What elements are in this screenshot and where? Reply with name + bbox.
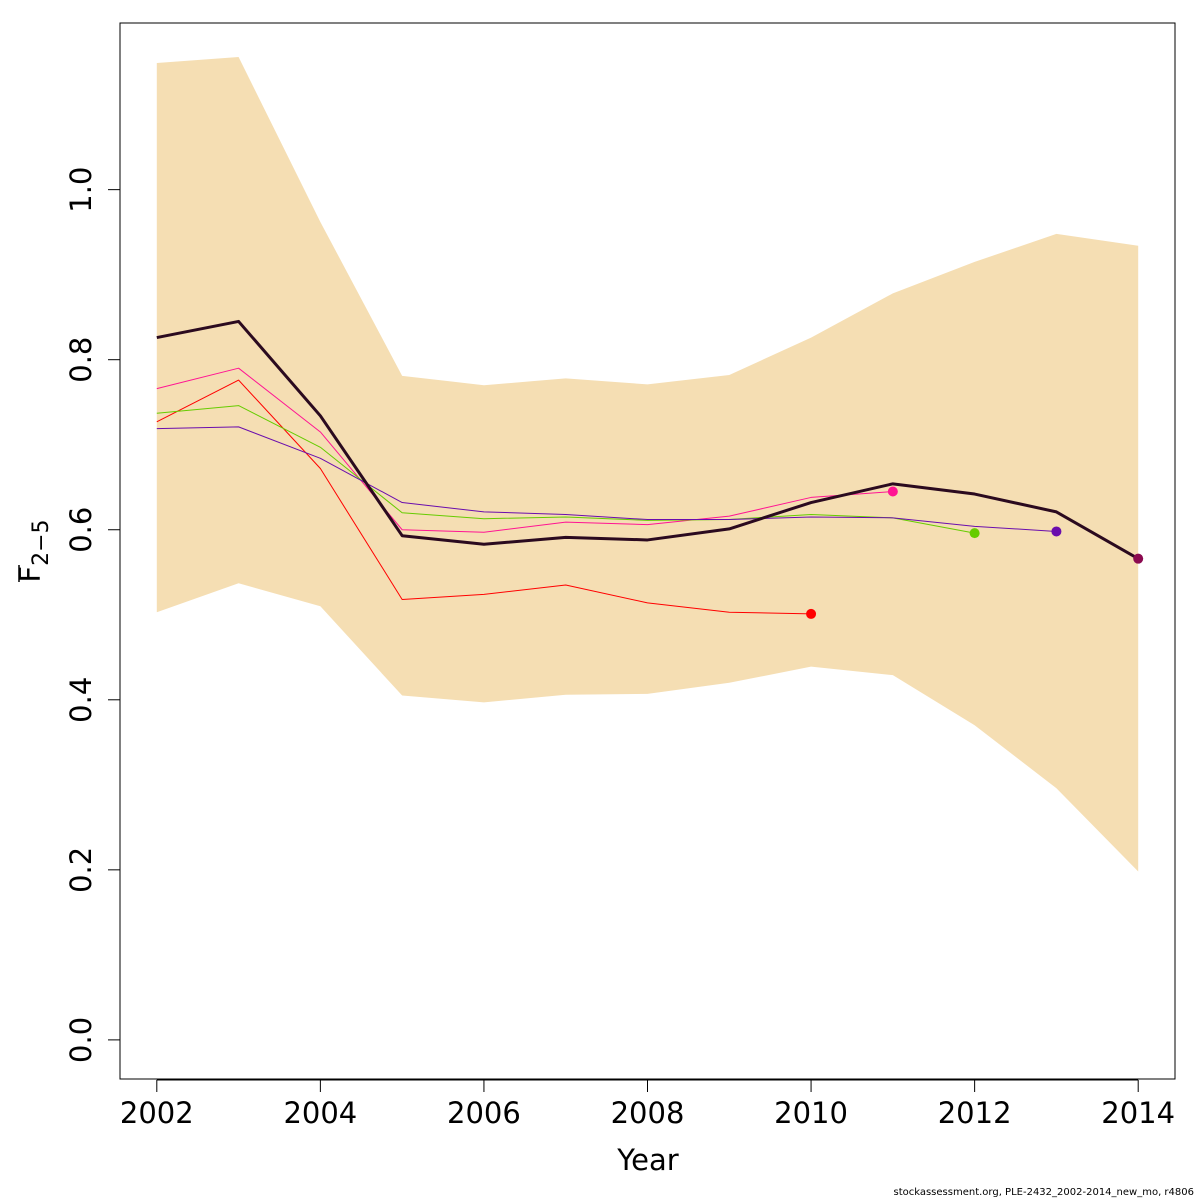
series-line-4 [156, 426, 1057, 532]
x-tick-label-2008: 2008 [611, 1096, 685, 1130]
series-endpoint-1 [806, 608, 817, 619]
series-layer [156, 319, 1139, 615]
x-tick-label-2004: 2004 [283, 1096, 357, 1130]
series-endpoint-2 [887, 486, 898, 497]
y-tick-label-4: 0.8 [64, 337, 98, 383]
y-tick-label-1: 0.2 [64, 847, 98, 893]
x-tick-label-2012: 2012 [938, 1096, 1012, 1130]
y-axis-title-subscript: 2−5 [29, 519, 54, 565]
series-line-5 [156, 319, 1139, 560]
x-tick-label-2002: 2002 [120, 1096, 194, 1130]
x-tick-label-2006: 2006 [447, 1096, 521, 1130]
series-line-2 [156, 367, 893, 533]
x-axis: 2002 2004 2006 2008 2010 2012 2014 [120, 1079, 1175, 1130]
series-endpoint-4 [1051, 526, 1062, 537]
series-line-1 [156, 379, 812, 615]
series-endpoint-5 [1133, 553, 1144, 564]
y-tick-label-2: 0.4 [64, 677, 98, 723]
x-tick-label-2010: 2010 [774, 1096, 848, 1130]
y-axis: 0.0 0.2 0.4 0.6 0.8 1.0 [64, 167, 121, 1063]
x-axis-title: Year [616, 1143, 678, 1177]
footer-caption: stockassessment.org, PLE-2432_2002-2014_… [893, 1187, 1194, 1198]
y-axis-title-main: F [13, 566, 47, 583]
series-endpoint-3 [969, 528, 980, 539]
confidence-band-layer [156, 57, 1139, 872]
y-tick-label-0: 0.0 [64, 1017, 98, 1063]
x-tick-label-2014: 2014 [1101, 1096, 1175, 1130]
series-line-3 [156, 405, 975, 534]
confidence-band [156, 57, 1139, 872]
y-tick-label-3: 0.6 [64, 507, 98, 553]
y-axis-title: F2−5 [13, 519, 54, 582]
endpoint-layer [806, 486, 1144, 619]
svg-text:F2−5: F2−5 [13, 519, 54, 582]
y-tick-label-5: 1.0 [64, 167, 98, 213]
